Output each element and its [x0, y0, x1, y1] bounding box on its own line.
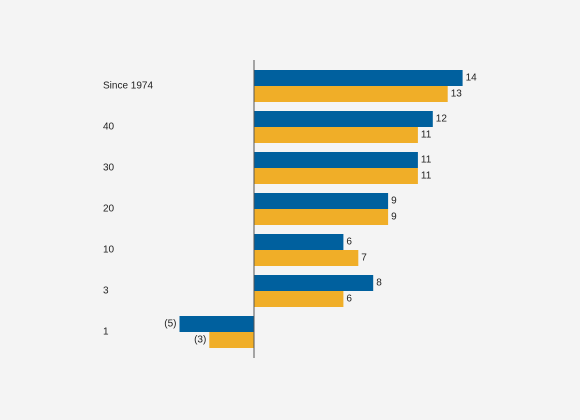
bar	[254, 168, 418, 184]
bar	[254, 111, 433, 127]
value-label: 14	[466, 73, 478, 84]
bar	[254, 275, 374, 291]
value-label: 11	[421, 130, 432, 141]
value-label: 6	[346, 294, 352, 305]
bar	[254, 86, 448, 102]
bar	[209, 332, 254, 348]
bar	[254, 193, 389, 209]
category-label: 3	[103, 286, 109, 297]
category-label: 20	[103, 204, 115, 215]
value-label: 11	[421, 155, 432, 166]
category-label: 30	[103, 163, 115, 174]
value-label: 8	[376, 278, 382, 289]
category-label: Since 1974	[103, 81, 153, 92]
bar	[254, 291, 344, 307]
value-label: (3)	[194, 335, 206, 346]
category-label: 40	[103, 122, 115, 133]
bar	[254, 234, 344, 250]
bar	[254, 250, 359, 266]
category-label: 10	[103, 245, 115, 256]
bar	[179, 316, 254, 332]
bar	[254, 127, 418, 143]
value-label: 9	[391, 196, 397, 207]
category-label: 1	[103, 327, 109, 338]
value-label: 6	[346, 237, 352, 248]
value-label: 9	[391, 212, 397, 223]
value-label: 12	[436, 114, 448, 125]
value-label: 7	[361, 253, 367, 264]
value-label: 13	[451, 89, 463, 100]
bar	[254, 209, 389, 225]
value-label: (5)	[164, 319, 176, 330]
bar	[254, 70, 463, 86]
bar	[254, 152, 418, 168]
value-label: 11	[421, 171, 432, 182]
